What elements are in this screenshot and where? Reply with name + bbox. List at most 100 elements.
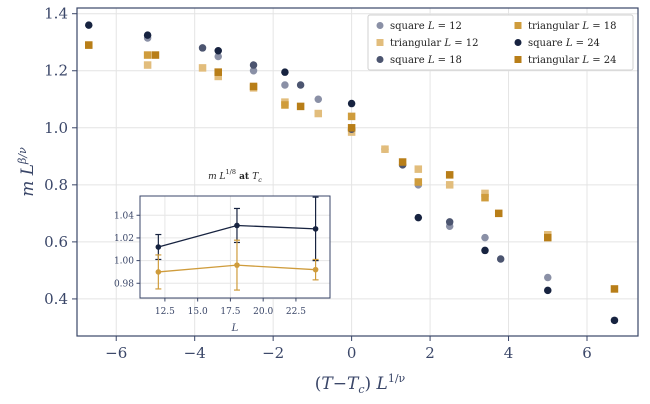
series-5 xyxy=(85,41,619,293)
inset-series-triangular xyxy=(155,239,319,291)
data-point xyxy=(544,273,552,282)
x-axis-label: (T−Tc) L1/ν xyxy=(315,372,406,396)
data-point xyxy=(610,285,619,293)
data-point xyxy=(214,72,222,81)
data-point xyxy=(281,101,289,109)
inset-series-square xyxy=(155,196,319,262)
inset-data-points xyxy=(155,196,319,291)
inset-y-tick-label: 0.98 xyxy=(114,279,134,289)
main-data-points xyxy=(85,21,619,325)
data-point xyxy=(414,178,423,186)
data-point xyxy=(481,246,489,255)
data-point xyxy=(151,51,160,59)
data-point xyxy=(249,66,258,75)
legend-box xyxy=(367,14,634,71)
x-tick-label: −4 xyxy=(184,344,206,362)
data-point xyxy=(414,213,423,222)
data-point xyxy=(445,218,454,226)
data-point xyxy=(198,44,207,52)
inset-axis-ticks: 12.5 15.0 17.5 20.0 22.5 0.98 1.00 1.02 1.04 xyxy=(114,211,306,317)
data-point xyxy=(544,233,552,242)
inset-y-tick-label: 1.00 xyxy=(114,257,134,267)
inset-data-point xyxy=(155,244,162,250)
x-tick-label: 6 xyxy=(582,344,592,362)
y-tick-label: 1.0 xyxy=(44,119,68,137)
inset-grid xyxy=(140,196,330,298)
data-point xyxy=(445,181,454,189)
data-point xyxy=(414,165,423,173)
data-point xyxy=(249,82,258,91)
inset-title: m L1/8 at Tc xyxy=(208,168,262,184)
data-point xyxy=(296,102,305,111)
data-point xyxy=(214,68,222,76)
data-point xyxy=(296,81,305,89)
inset-y-tick-label: 1.04 xyxy=(114,211,134,221)
legend-label: square L = 24 xyxy=(528,38,600,49)
y-tick-label: 0.8 xyxy=(44,176,68,194)
inset-y-tick-label: 1.02 xyxy=(114,234,134,244)
data-point xyxy=(347,99,356,108)
legend-marker xyxy=(376,22,384,29)
data-point xyxy=(610,316,619,325)
legend-marker xyxy=(514,56,522,63)
inset-x-axis-label: L xyxy=(231,323,239,334)
data-point xyxy=(445,171,454,179)
legend: square L = 12 triangular L = 12 square L =… xyxy=(367,14,634,71)
series-4 xyxy=(85,21,619,325)
data-point xyxy=(143,51,152,59)
data-point xyxy=(496,255,505,263)
data-point xyxy=(398,158,407,166)
x-tick-label: −6 xyxy=(105,344,127,362)
legend-marker xyxy=(514,22,522,29)
legend-label: triangular L = 12 xyxy=(390,38,478,49)
x-tick-label: 4 xyxy=(504,344,514,362)
data-point xyxy=(249,61,258,69)
y-tick-label: 0.4 xyxy=(44,290,68,308)
data-point xyxy=(481,233,489,242)
y-tick-label: 1.2 xyxy=(44,62,68,80)
legend-marker xyxy=(376,56,384,63)
inset-plot-frame xyxy=(139,195,331,299)
main-plot-frame xyxy=(76,7,639,337)
legend-label: triangular L = 18 xyxy=(528,21,616,32)
inset-data-point xyxy=(234,222,240,229)
legend-marker xyxy=(514,39,522,46)
inset-data-point xyxy=(312,226,319,232)
inset-background xyxy=(140,196,330,298)
data-point xyxy=(347,124,356,132)
data-point xyxy=(347,112,356,121)
y-axis-label: m Lβ/ν xyxy=(16,147,38,197)
data-point xyxy=(481,189,489,198)
inset-x-tick-label: 12.5 xyxy=(155,307,175,317)
data-point xyxy=(314,109,323,118)
y-tick-label: 0.6 xyxy=(44,233,68,251)
data-point xyxy=(381,145,389,153)
inset-chart: 12.5 15.0 17.5 20.0 22.5 0.98 1.00 1.02 1.04 m L… xyxy=(114,168,331,334)
y-tick-label: 1.4 xyxy=(44,5,68,23)
data-point xyxy=(494,209,503,218)
data-point xyxy=(314,95,323,104)
legend-label: square L = 12 xyxy=(390,21,462,32)
data-point xyxy=(85,41,93,49)
legend-marker xyxy=(376,39,384,46)
inset-data-point xyxy=(155,269,162,275)
data-point xyxy=(281,68,289,76)
x-tick-label: 2 xyxy=(425,344,435,362)
data-point xyxy=(544,286,552,295)
data-point xyxy=(214,47,222,55)
data-point xyxy=(481,193,489,202)
x-tick-label: −2 xyxy=(262,344,284,362)
inset-data-point xyxy=(312,266,319,273)
legend-label: triangular L = 24 xyxy=(528,55,616,66)
main-axis-ticks: −6 −4 −2 0 2 4 6 0.4 0.6 0.8 1.0 1.2 1.4 xyxy=(44,5,592,362)
inset-x-tick-label: 17.5 xyxy=(220,307,240,317)
data-point xyxy=(214,52,222,61)
inset-x-tick-label: 15.0 xyxy=(188,307,208,317)
data-point xyxy=(281,81,289,89)
inset-data-point xyxy=(234,262,240,268)
legend-label: square L = 18 xyxy=(390,55,462,66)
data-point xyxy=(143,61,152,69)
data-point xyxy=(198,64,207,72)
inset-x-tick-label: 22.5 xyxy=(286,307,306,317)
